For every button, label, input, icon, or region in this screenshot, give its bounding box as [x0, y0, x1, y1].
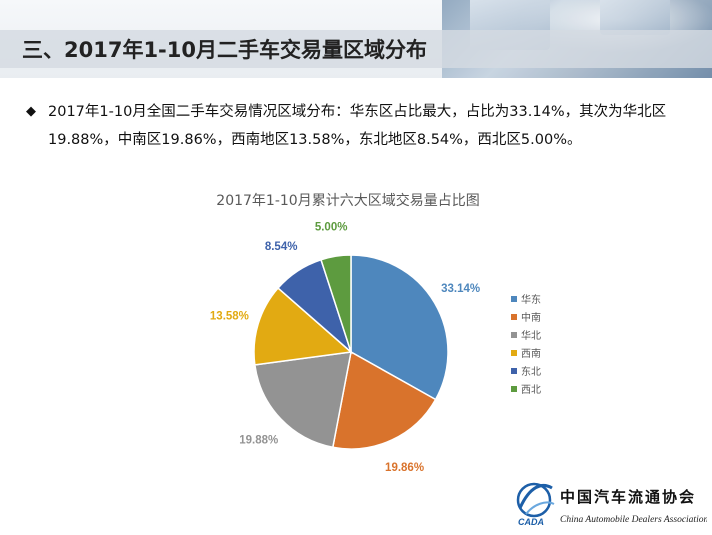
data-label: 33.14%	[441, 283, 480, 295]
pie-slice	[350, 254, 449, 401]
summary-text: 2017年1-10月全国二手车交易情况区域分布：华东区占比最大，占比为33.14…	[48, 104, 667, 148]
org-name-cn: 中国汽车流通协会	[560, 488, 696, 506]
legend-label: 华东	[521, 293, 541, 306]
pie-slice	[331, 350, 437, 450]
title-bar	[0, 30, 712, 68]
chart-title-wrap: 2017年1-10月累计六大区域交易量占比图	[0, 190, 712, 210]
pie-slices	[253, 254, 449, 450]
cada-logo-text: CADA	[518, 517, 544, 527]
legend-swatch	[511, 386, 517, 392]
legend-label: 中南	[521, 311, 541, 324]
legend-swatch	[511, 296, 517, 302]
diamond-bullet-icon: ◆	[26, 104, 36, 119]
cada-logo: CADA 中国汽车流通协会 China Automobile Dealers A…	[516, 482, 707, 527]
pie-slice	[254, 351, 352, 449]
header-cube-decoration	[600, 0, 670, 35]
summary-bullet: ◆ 2017年1-10月全国二手车交易情况区域分布：华东区占比最大，占比为33.…	[26, 98, 696, 154]
pie-slice	[253, 286, 353, 366]
legend-swatch	[511, 368, 517, 374]
page-title: 三、2017年1-10月二手车交易量区域分布	[22, 38, 427, 62]
data-label: 13.58%	[210, 310, 249, 322]
slide-header: 三、2017年1-10月二手车交易量区域分布	[0, 0, 712, 78]
legend-label: 华北	[521, 329, 541, 342]
legend-label: 西南	[521, 347, 541, 360]
chart-title: 2017年1-10月累计六大区域交易量占比图	[216, 193, 480, 209]
cada-emblem-icon	[516, 482, 555, 518]
pie-labels: 33.14% 19.86% 19.88% 13.58% 8.54% 5.00%	[210, 222, 480, 475]
pie-slice	[320, 254, 352, 353]
legend-label: 西北	[521, 384, 541, 396]
data-label: 5.00%	[315, 222, 348, 234]
legend-swatch	[511, 350, 517, 356]
legend-swatch	[511, 332, 517, 338]
legend-swatch	[511, 314, 517, 320]
legend-label: 东北	[521, 365, 541, 378]
org-name-en: China Automobile Dealers Association	[560, 515, 707, 525]
data-label: 8.54%	[265, 241, 298, 253]
data-label: 19.86%	[385, 462, 424, 474]
data-label: 19.88%	[239, 434, 278, 446]
